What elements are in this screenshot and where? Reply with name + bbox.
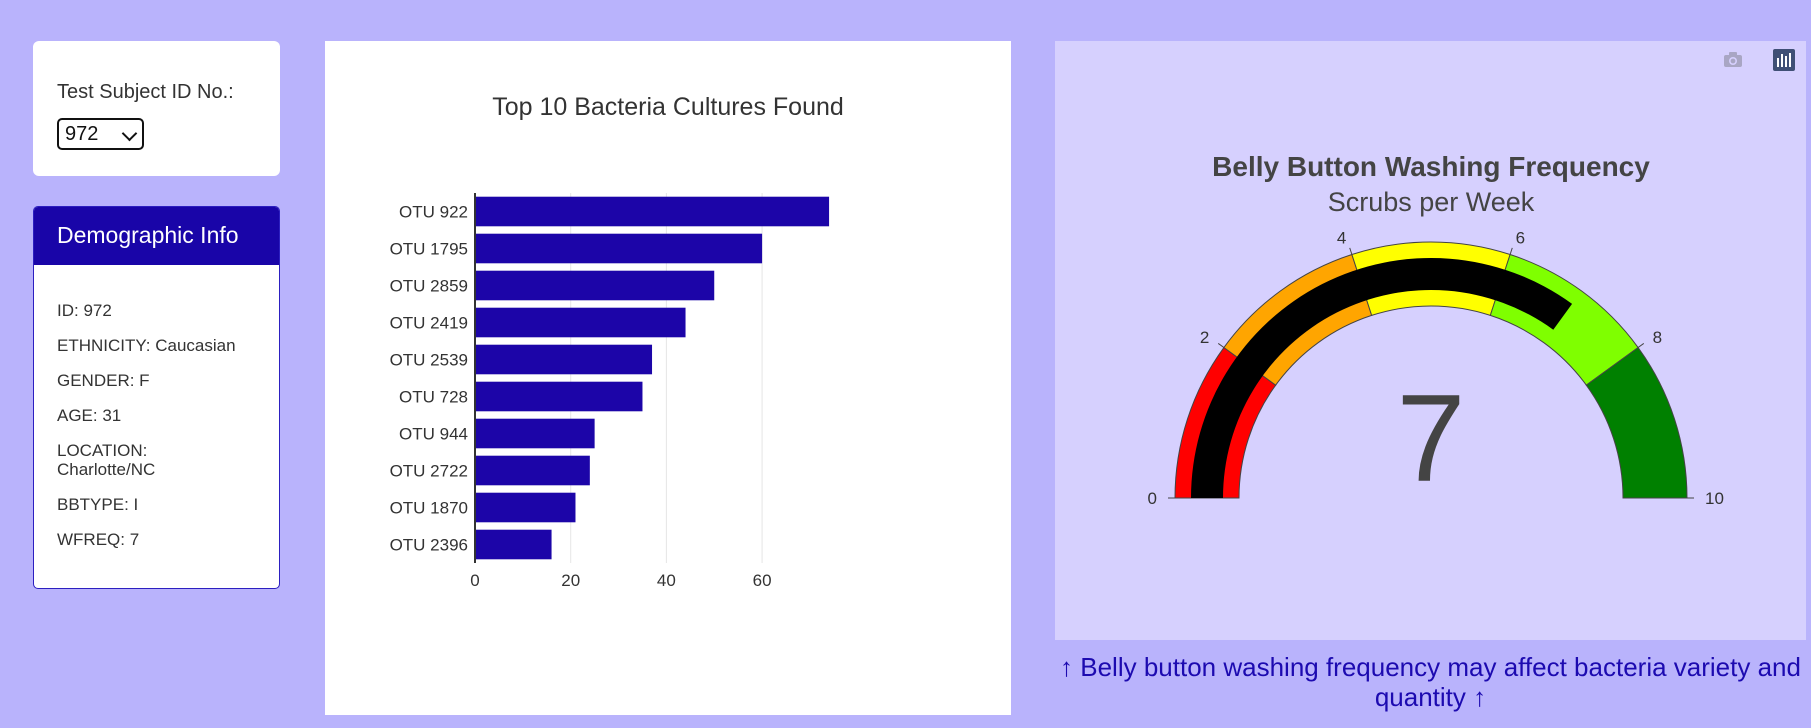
bar: [475, 307, 686, 338]
bar-chart[interactable]: Top 10 Bacteria Cultures Found 0 20 40 60 OTU…: [325, 41, 1011, 715]
y-tick-label: OTU 1795: [390, 240, 468, 259]
bar: [475, 196, 830, 227]
gauge-caption: ↑ Belly button washing frequency may aff…: [1060, 652, 1801, 712]
x-tick-label: 20: [561, 571, 580, 590]
subject-selector-card: Test Subject ID No.: 972: [33, 41, 280, 176]
gauge-tick: [1349, 247, 1353, 255]
demographic-info-card: Demographic Info ID: 972 ETHNICITY: Cauc…: [33, 206, 280, 589]
y-tick-label: OTU 1870: [390, 499, 468, 518]
bar: [475, 418, 595, 449]
y-tick-label: OTU 728: [399, 388, 468, 407]
y-tick-label: OTU 922: [399, 203, 468, 222]
gauge-tick-label: 2: [1200, 328, 1209, 347]
demo-item-location: LOCATION: Charlotte/NC: [57, 441, 156, 479]
gauge-tick: [1509, 247, 1513, 255]
plotly-logo-icon[interactable]: [1773, 49, 1795, 71]
gauge-tick-label: 4: [1337, 228, 1346, 247]
gauge-tick: [1217, 343, 1225, 348]
camera-icon[interactable]: [1722, 49, 1744, 71]
subject-id-select[interactable]: 972: [57, 118, 144, 150]
y-tick-label: OTU 2722: [390, 462, 468, 481]
x-tick-label: 0: [470, 571, 479, 590]
gauge-tick: [1637, 343, 1645, 348]
gauge-value-number: 7: [1397, 370, 1466, 508]
demo-item-wfreq: WFREQ: 7: [57, 530, 140, 549]
demo-item-gender: GENDER: F: [57, 371, 150, 390]
gauge-tick-label: 10: [1705, 489, 1724, 508]
chevron-down-icon: [121, 125, 138, 142]
x-tick-label: 40: [657, 571, 676, 590]
gauge-title: Belly Button Washing Frequency: [1212, 151, 1650, 182]
demographic-info-header: Demographic Info: [34, 207, 279, 265]
demo-item-ethnicity: ETHNICITY: Caucasian: [57, 336, 236, 355]
y-tick-label: OTU 2539: [390, 351, 468, 370]
x-tick-label: 60: [753, 571, 772, 590]
gauge-subtitle: Scrubs per Week: [1328, 187, 1535, 217]
y-tick-label: OTU 2396: [390, 536, 468, 555]
gauge-tick-label: 0: [1148, 489, 1157, 508]
bar-chart-title: Top 10 Bacteria Cultures Found: [492, 93, 844, 121]
gauge-tick-label: 6: [1516, 228, 1525, 247]
bar: [475, 492, 576, 523]
y-tick-label: OTU 2859: [390, 277, 468, 296]
gauge-value-bar: [1191, 258, 1573, 498]
gauge-tick-label: 8: [1653, 328, 1662, 347]
gauge-chart[interactable]: Belly Button Washing Frequency Scrubs per…: [1055, 41, 1806, 640]
demo-item-age: AGE: 31: [57, 406, 122, 425]
bar: [475, 344, 653, 375]
subject-id-label: Test Subject ID No.:: [57, 81, 234, 103]
bar: [475, 381, 643, 412]
bar-chart-panel: Top 10 Bacteria Cultures Found 0 20 40 60 OTU…: [325, 41, 1011, 715]
y-tick-label: OTU 944: [399, 425, 468, 444]
demo-item-id: ID: 972: [57, 301, 112, 320]
y-tick-label: OTU 2419: [390, 314, 468, 333]
gauge-chart-panel: Belly Button Washing Frequency Scrubs per…: [1055, 41, 1806, 640]
bar: [475, 233, 763, 264]
bar: [475, 529, 552, 560]
demo-item-bbtype: BBTYPE: I: [57, 495, 139, 514]
bar: [475, 270, 715, 301]
bar: [475, 455, 590, 486]
demographic-info-list: ID: 972 ETHNICITY: Caucasian GENDER: F A…: [34, 265, 279, 549]
subject-id-selected-value: 972: [65, 123, 99, 145]
